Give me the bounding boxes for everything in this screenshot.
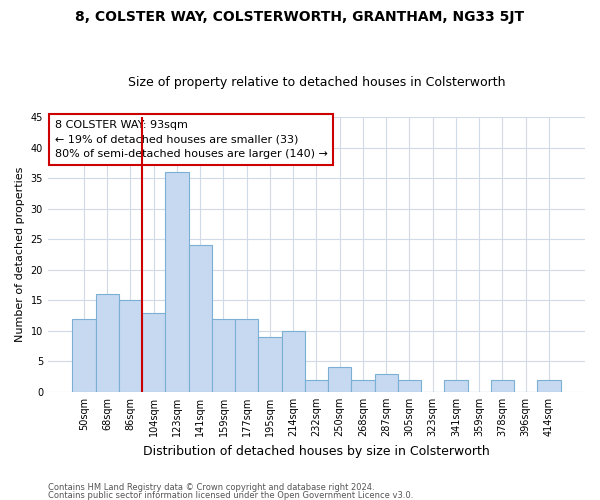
Bar: [445, 380, 467, 392]
Bar: [305, 380, 328, 392]
Bar: [212, 318, 235, 392]
Bar: [398, 380, 421, 392]
Text: Contains public sector information licensed under the Open Government Licence v3: Contains public sector information licen…: [48, 490, 413, 500]
Bar: [374, 374, 398, 392]
Bar: [352, 380, 374, 392]
Text: 8 COLSTER WAY: 93sqm
← 19% of detached houses are smaller (33)
80% of semi-detac: 8 COLSTER WAY: 93sqm ← 19% of detached h…: [55, 120, 328, 160]
Bar: [119, 300, 142, 392]
Text: Contains HM Land Registry data © Crown copyright and database right 2024.: Contains HM Land Registry data © Crown c…: [48, 484, 374, 492]
Y-axis label: Number of detached properties: Number of detached properties: [15, 167, 25, 342]
Bar: [491, 380, 514, 392]
Bar: [142, 312, 166, 392]
Title: Size of property relative to detached houses in Colsterworth: Size of property relative to detached ho…: [128, 76, 505, 90]
Bar: [259, 337, 281, 392]
Bar: [166, 172, 188, 392]
X-axis label: Distribution of detached houses by size in Colsterworth: Distribution of detached houses by size …: [143, 444, 490, 458]
Bar: [328, 368, 352, 392]
Bar: [538, 380, 560, 392]
Bar: [281, 331, 305, 392]
Bar: [73, 318, 95, 392]
Text: 8, COLSTER WAY, COLSTERWORTH, GRANTHAM, NG33 5JT: 8, COLSTER WAY, COLSTERWORTH, GRANTHAM, …: [76, 10, 524, 24]
Bar: [95, 294, 119, 392]
Bar: [235, 318, 259, 392]
Bar: [188, 246, 212, 392]
